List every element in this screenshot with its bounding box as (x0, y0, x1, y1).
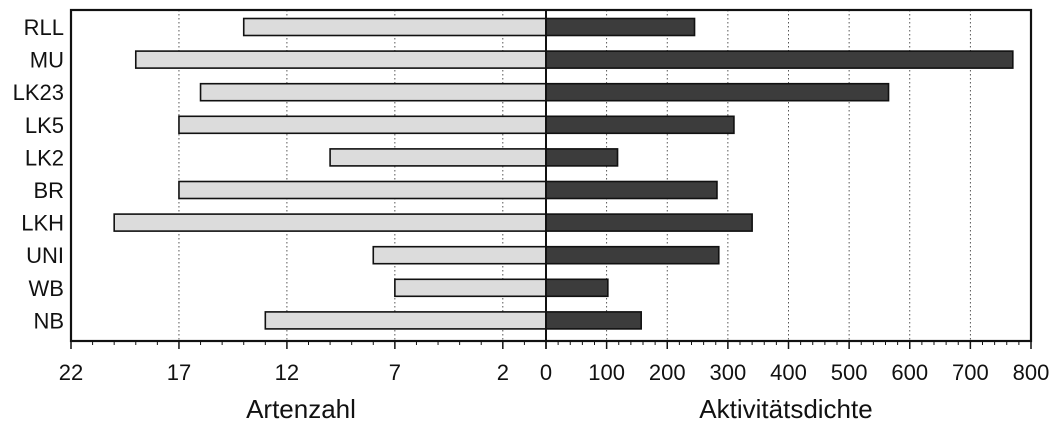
bar-aktivitaetsdichte-rll (545, 17, 696, 37)
bar-aktivitaetsdichte-uni (545, 245, 720, 265)
bar-aktivitaetsdichte-lk5 (545, 115, 735, 135)
tick-label-right: 400 (770, 360, 807, 385)
bar-aktivitaetsdichte-wb (545, 278, 609, 298)
category-label-rll: RLL (24, 15, 64, 40)
tick-label-left: 17 (167, 360, 191, 385)
bar-aktivitaetsdichte-lk2 (545, 148, 619, 167)
bar-artenzahl-nb (264, 311, 547, 330)
tick-label-left: 0 (540, 360, 552, 385)
tick-label-left: 22 (59, 360, 83, 385)
tick-label-right: 700 (952, 360, 989, 385)
category-label-br: BR (33, 178, 64, 203)
category-labels: RLL MU LK23 LK5 LK2 BR LKH UNI WB NB (13, 15, 64, 333)
bar-artenzahl-lk2 (329, 148, 547, 167)
bar-artenzahl-br (178, 180, 547, 200)
bar-artenzahl-lk23 (199, 82, 547, 102)
tick-label-left: 2 (497, 360, 509, 385)
bar-aktivitaetsdichte-br (545, 180, 718, 200)
bar-artenzahl-rll (242, 17, 547, 37)
tick-label-right: 600 (891, 360, 928, 385)
tick-label-right: 500 (831, 360, 868, 385)
plot-frame (69, 8, 1033, 343)
category-label-lk5: LK5 (25, 113, 64, 138)
tick-label-left: 12 (275, 360, 299, 385)
tick-label-right: 300 (710, 360, 747, 385)
category-label-wb: WB (29, 276, 64, 301)
category-label-lkh: LKH (21, 211, 64, 236)
bar-artenzahl-uni (372, 245, 547, 265)
tick-label-right: 100 (588, 360, 625, 385)
category-label-lk2: LK2 (25, 145, 64, 170)
x-ticks: 22 17 12 7 2 0 100 200 300 400 500 600 700 800 (59, 341, 1050, 385)
grid-lines (178, 10, 971, 341)
category-label-uni: UNI (26, 243, 64, 268)
right-axis-title: Aktivitätsdichte (699, 394, 872, 423)
bar-aktivitaetsdichte-mu (545, 50, 1014, 69)
tick-label-left: 7 (389, 360, 401, 385)
tick-label-right: 800 (1013, 360, 1050, 385)
bar-aktivitaetsdichte-lk23 (545, 82, 890, 102)
bars (113, 17, 1014, 330)
bar-artenzahl-lkh (113, 213, 547, 232)
category-label-mu: MU (30, 48, 64, 73)
category-label-nb: NB (33, 308, 64, 333)
bar-artenzahl-wb (394, 278, 547, 298)
tick-label-right: 200 (649, 360, 686, 385)
bar-aktivitaetsdichte-nb (545, 311, 642, 330)
bar-artenzahl-mu (134, 50, 547, 69)
bar-artenzahl-lk5 (178, 115, 547, 135)
bar-aktivitaetsdichte-lkh (545, 213, 753, 232)
category-label-lk23: LK23 (13, 80, 64, 105)
left-axis-title: Artenzahl (246, 394, 356, 423)
